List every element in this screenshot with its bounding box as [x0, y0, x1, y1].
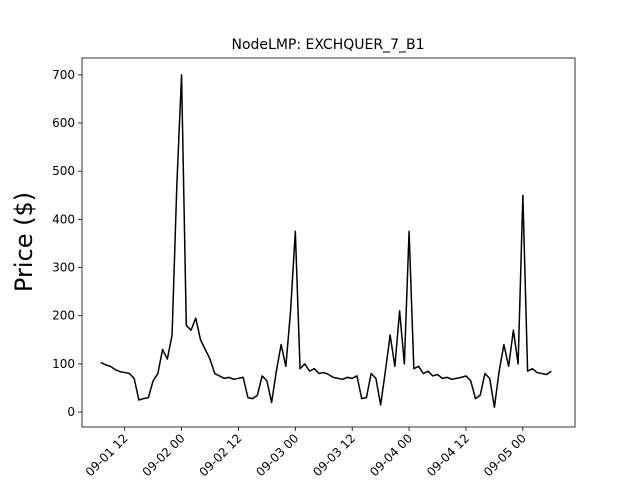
- plot-frame: [81, 57, 576, 428]
- y-tick-label: 500: [52, 164, 75, 178]
- x-tick-label: 09-04 00: [367, 431, 415, 479]
- y-tick-label: 100: [52, 357, 75, 371]
- y-tick-label: 700: [52, 68, 75, 82]
- y-axis-label: Price ($): [10, 192, 38, 292]
- price-line: [100, 74, 552, 408]
- x-tick-label: 09-04 12: [424, 431, 472, 479]
- x-tick-label: 09-05 00: [481, 431, 529, 479]
- y-tick-label: 400: [52, 212, 75, 226]
- y-tick-label: 200: [52, 309, 75, 323]
- y-tick-label: 600: [52, 116, 75, 130]
- y-tick-label: 0: [67, 405, 75, 419]
- x-tick-label: 09-03 12: [310, 431, 358, 479]
- x-tick-label: 09-03 00: [253, 431, 301, 479]
- x-tick-label: 09-02 00: [140, 431, 188, 479]
- chart-title: NodeLMP: EXCHQUER_7_B1: [231, 37, 424, 53]
- x-tick-label: 09-01 12: [83, 431, 131, 479]
- y-tick-label: 300: [52, 261, 75, 275]
- x-tick-label: 09-02 12: [197, 431, 245, 479]
